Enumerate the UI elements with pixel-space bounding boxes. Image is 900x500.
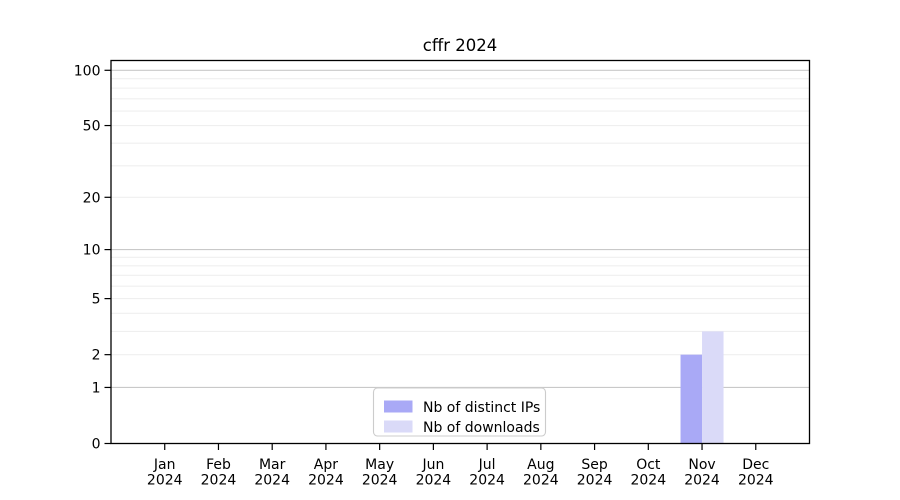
x-tick-label-month-dec: Dec <box>742 457 769 473</box>
x-tick-label-year-dec: 2024 <box>738 473 774 489</box>
y-tick-label-2: 2 <box>92 348 101 364</box>
y-tick-label-1: 1 <box>92 380 101 396</box>
x-tick-label-month-feb: Feb <box>206 457 231 473</box>
x-tick-label-month-mar: Mar <box>259 457 286 473</box>
y-tick-label-100: 100 <box>74 63 101 79</box>
x-tick-label-year-oct: 2024 <box>630 473 666 489</box>
y-tick-label-0: 0 <box>92 437 101 453</box>
x-tick-label-month-oct: Oct <box>636 457 661 473</box>
x-tick-label-year-jan: 2024 <box>147 473 183 489</box>
x-tick-label-month-apr: Apr <box>314 457 338 473</box>
x-tick-label-month-sep: Sep <box>581 457 608 473</box>
legend-swatch-downloads <box>384 420 413 433</box>
legend-swatch-distinct-ips <box>384 400 413 413</box>
chart-title: cffr 2024 <box>423 36 497 55</box>
x-tick-label-month-aug: Aug <box>527 457 554 473</box>
y-tick-label-20: 20 <box>83 190 101 206</box>
x-tick-label-year-feb: 2024 <box>201 473 237 489</box>
x-tick-label-month-nov: Nov <box>688 457 715 473</box>
x-tick-label-year-mar: 2024 <box>254 473 290 489</box>
x-tick-label-month-jan: Jan <box>153 457 176 473</box>
legend-label-distinct-ips: Nb of distinct IPs <box>423 400 540 416</box>
x-tick-label-year-may: 2024 <box>362 473 398 489</box>
x-tick-label-month-jul: Jul <box>478 457 496 473</box>
x-tick-label-year-jul: 2024 <box>469 473 505 489</box>
legend-label-downloads: Nb of downloads <box>423 420 540 436</box>
bars <box>680 331 724 444</box>
bar-nb-of-downloads-nov <box>702 331 724 444</box>
gridlines <box>111 69 810 388</box>
x-tick-label-year-sep: 2024 <box>577 473 613 489</box>
x-tick-label-year-jun: 2024 <box>416 473 452 489</box>
x-tick-label-year-apr: 2024 <box>308 473 344 489</box>
y-tick-label-10: 10 <box>83 243 101 259</box>
bar-nb-of-distinct-ips-nov <box>680 354 703 444</box>
x-axis-ticks: Jan2024Feb2024Mar2024Apr2024May2024Jun20… <box>147 443 774 489</box>
y-axis-ticks: 0 1 2 5 10 20 50 100 <box>74 63 111 453</box>
y-tick-label-50: 50 <box>83 119 101 135</box>
y-tick-label-5: 5 <box>92 292 101 308</box>
legend-box <box>372 387 547 437</box>
x-tick-label-year-nov: 2024 <box>684 473 720 489</box>
plot-border <box>110 59 811 445</box>
x-tick-label-year-aug: 2024 <box>523 473 559 489</box>
x-tick-label-month-may: May <box>365 457 394 473</box>
legend: Nb of distinct IPs Nb of downloads <box>372 387 547 437</box>
x-tick-label-month-jun: Jun <box>421 457 444 473</box>
